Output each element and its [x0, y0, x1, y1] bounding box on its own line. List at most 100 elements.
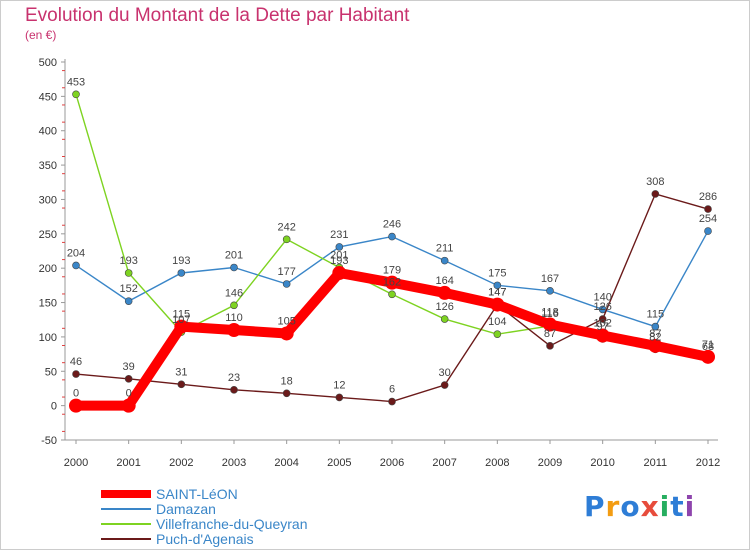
data-label: 118 [541, 307, 559, 319]
chart-subtitle: (en €) [25, 28, 57, 42]
series-point [124, 375, 133, 383]
y-tick-label: 450 [39, 91, 57, 103]
data-label: 23 [228, 372, 240, 384]
y-tick-label: 100 [39, 332, 57, 344]
data-label: 231 [330, 229, 348, 241]
y-tick-label: 50 [45, 366, 57, 378]
y-tick-label: 350 [39, 160, 57, 172]
series-point [440, 256, 449, 265]
data-label: 126 [593, 301, 611, 313]
x-tick-label: 2001 [116, 457, 140, 469]
x-tick-label: 2004 [274, 457, 298, 469]
data-label: 97 [597, 321, 609, 333]
x-tick-label: 2003 [222, 457, 246, 469]
data-label: 87 [649, 328, 661, 340]
series-point [651, 190, 660, 198]
proxiti-logo: Proxiti [584, 490, 696, 523]
data-label: 105 [277, 315, 295, 327]
data-label: 162 [383, 276, 401, 288]
x-tick-label: 2005 [327, 457, 351, 469]
data-label: 102 [593, 318, 611, 330]
series-point [595, 328, 610, 343]
series-point [282, 389, 291, 398]
data-label: 308 [646, 176, 664, 188]
data-label: 12 [333, 379, 345, 391]
data-label: 147 [488, 287, 506, 299]
legend-label: SAINT-LéON [156, 486, 238, 502]
series-point [701, 349, 715, 364]
series-point [388, 290, 396, 299]
data-label: 193 [119, 255, 137, 267]
series-point [704, 227, 712, 235]
data-label: 152 [119, 283, 137, 295]
legend-swatch [101, 538, 151, 540]
data-label: 177 [277, 266, 295, 278]
series-point [437, 285, 452, 300]
data-label: 46 [70, 356, 82, 368]
series-point [546, 287, 554, 295]
y-tick-label: 500 [39, 57, 57, 69]
data-label: 68 [702, 341, 714, 353]
data-label: 179 [383, 265, 401, 277]
series-point [651, 322, 660, 331]
series-point [177, 380, 186, 389]
data-label: 6 [389, 384, 395, 396]
series-point [230, 386, 238, 394]
legend-label: Villefranche-du-Queyran [156, 516, 308, 532]
data-label: 18 [281, 375, 293, 387]
series-point [282, 280, 291, 288]
series-point [177, 269, 186, 277]
series-point [490, 297, 505, 312]
series-point [335, 243, 344, 251]
series-point [124, 269, 133, 277]
x-tick-label: 2009 [538, 457, 562, 469]
series-point [648, 338, 663, 353]
data-label: 286 [699, 191, 717, 203]
series-point [121, 398, 136, 413]
x-tick-label: 2011 [644, 457, 668, 469]
series-point [69, 398, 83, 413]
series-point [704, 205, 712, 213]
x-tick-label: 2000 [64, 457, 88, 469]
data-label: 115 [647, 309, 665, 321]
series-point [543, 317, 557, 332]
series-point [598, 315, 607, 323]
y-tick-label: 0 [51, 401, 57, 413]
legend-swatch [101, 490, 151, 498]
data-label: 193 [172, 255, 190, 267]
y-tick-label: 300 [39, 194, 57, 206]
data-label: 167 [541, 273, 559, 285]
data-label: 140 [593, 291, 611, 303]
data-label: 126 [435, 301, 453, 313]
data-label: 30 [439, 367, 451, 379]
series-point [72, 90, 80, 99]
series-point [385, 275, 399, 290]
data-label: 82 [649, 331, 661, 343]
data-label: 0 [73, 388, 79, 400]
series-point [493, 281, 502, 290]
x-tick-label: 2012 [696, 457, 720, 469]
data-label: 107 [172, 314, 190, 326]
data-label: 0 [126, 388, 132, 400]
data-label: 104 [488, 316, 506, 328]
data-label: 31 [175, 366, 187, 378]
data-label: 87 [544, 328, 556, 340]
series-point [335, 393, 344, 402]
series-point [282, 235, 291, 244]
data-label: 164 [435, 275, 453, 287]
x-tick-label: 2010 [590, 457, 614, 469]
series-point [332, 265, 347, 280]
y-tick-label: 250 [39, 229, 57, 241]
series-point [72, 261, 80, 270]
data-label: 242 [277, 221, 295, 233]
data-label: 175 [488, 267, 506, 279]
series-point [546, 342, 554, 350]
data-label: 211 [436, 243, 454, 255]
data-label: 254 [699, 213, 717, 225]
legend-label: Puch-d'Agenais [156, 531, 254, 547]
x-tick-label: 2006 [380, 457, 404, 469]
legend-swatch [101, 523, 151, 525]
x-tick-label: 2008 [485, 457, 509, 469]
data-label: 246 [383, 219, 401, 231]
